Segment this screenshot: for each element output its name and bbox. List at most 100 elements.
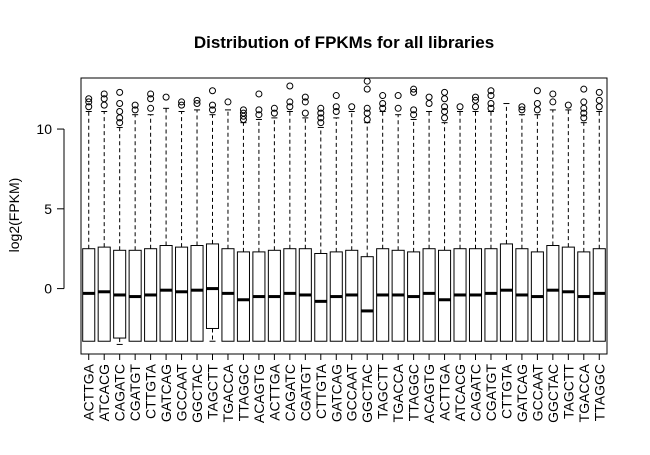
outlier-point — [286, 82, 294, 90]
outlier-point — [472, 103, 479, 111]
outlier-point — [533, 87, 541, 95]
x-tick-label: ACAGTG — [421, 364, 437, 423]
box — [236, 251, 250, 342]
outlier-point — [270, 104, 278, 112]
outlier-point — [100, 101, 108, 109]
outlier-point — [441, 103, 449, 111]
x-tick-label: TAGCTT — [375, 364, 391, 419]
x-tick-label: ATCACG — [96, 364, 112, 421]
outlier-point — [116, 100, 124, 108]
box — [205, 243, 220, 329]
x-tick-label: CGATGT — [297, 364, 313, 422]
x-tick-label: CTTGTA — [313, 363, 329, 419]
outlier-point — [209, 87, 216, 95]
box — [82, 248, 96, 342]
outlier-point — [595, 88, 603, 96]
x-tick-label: GATCAG — [328, 364, 344, 422]
outlier-point — [410, 85, 418, 93]
outlier-point — [301, 93, 309, 101]
outlier-point — [286, 98, 294, 106]
box — [438, 249, 452, 342]
x-tick-label: TTAGGC — [406, 364, 422, 421]
chart-title: Distribution of FPKMs for all libraries — [194, 33, 494, 52]
outlier-point — [533, 106, 541, 114]
box — [360, 256, 374, 342]
outlier-point — [131, 101, 139, 109]
outlier-point — [363, 109, 371, 117]
x-tick-label: ACAGTG — [251, 364, 267, 423]
outlier-point — [178, 101, 186, 109]
x-tick-label: CGATGT — [127, 364, 143, 422]
x-tick-label: CTTGTA — [143, 363, 159, 419]
outlier-point — [487, 104, 495, 112]
y-axis-label: log2(FPKM) — [6, 178, 22, 253]
box — [592, 248, 606, 342]
box — [561, 246, 575, 342]
x-tick-label: CTTGTA — [498, 363, 514, 419]
outlier-point — [255, 90, 263, 98]
box — [499, 243, 513, 342]
x-tick-label: GCCAAT — [174, 364, 190, 422]
y-tick-label: 5 — [44, 201, 52, 217]
outlier-point — [441, 95, 449, 103]
outlier-point — [363, 104, 371, 112]
outlier-point — [147, 95, 155, 103]
outlier-point — [85, 95, 93, 103]
outlier-point — [394, 92, 402, 100]
outlier-point — [487, 100, 495, 108]
y-tick-label: 10 — [36, 121, 52, 137]
outlier-point — [580, 85, 588, 93]
x-tick-label: TGACCA — [576, 363, 592, 422]
outlier-point — [301, 109, 309, 117]
x-tick-label: TTAGGC — [235, 364, 251, 421]
outlier-point — [193, 96, 201, 104]
x-tick-label: GGCTAC — [359, 364, 375, 423]
outlier-point — [580, 109, 588, 117]
outlier-point — [533, 100, 541, 108]
outlier-point — [549, 98, 557, 106]
outlier-point — [209, 106, 216, 114]
box — [484, 248, 498, 342]
outlier-point — [317, 104, 325, 112]
outlier-point — [363, 77, 371, 85]
outlier-point — [410, 88, 418, 96]
outlier-point — [564, 101, 572, 109]
outlier-point — [85, 98, 93, 106]
x-tick-label: TAGCTT — [560, 364, 576, 419]
x-tick-label: ATCACG — [452, 364, 468, 421]
x-tick-label: CAGATC — [282, 364, 298, 421]
x-tick-label: GATCAG — [158, 364, 174, 422]
outlier-point — [116, 88, 124, 96]
outlier-point — [224, 98, 232, 106]
outlier-point — [379, 100, 387, 108]
outlier-point — [410, 111, 418, 119]
outlier-point — [193, 100, 201, 108]
outlier-point — [116, 108, 124, 116]
outlier-point — [255, 106, 263, 114]
box — [159, 245, 173, 342]
box — [546, 245, 560, 342]
outlier-point — [255, 111, 263, 119]
box — [283, 248, 297, 342]
x-tick-label: ACTTGA — [266, 363, 282, 420]
outlier-point — [162, 93, 170, 101]
outlier-point — [317, 119, 325, 127]
outlier-point — [301, 98, 309, 106]
outlier-point — [394, 104, 402, 112]
x-tick-label: GCCAAT — [529, 364, 545, 422]
x-tick-label: CGATGT — [483, 364, 499, 422]
x-tick-label: CAGATC — [468, 364, 484, 421]
outlier-point — [472, 96, 479, 104]
x-tick-label: GGCTAC — [545, 364, 561, 423]
outlier-point — [518, 103, 526, 111]
outlier-point — [332, 103, 340, 111]
outlier-point — [580, 114, 588, 122]
outlier-point — [332, 92, 340, 100]
x-tick-label: TGACCA — [390, 363, 406, 422]
outlier-point — [425, 93, 433, 101]
box — [175, 246, 189, 342]
box — [190, 245, 204, 342]
outlier-point — [131, 106, 139, 114]
